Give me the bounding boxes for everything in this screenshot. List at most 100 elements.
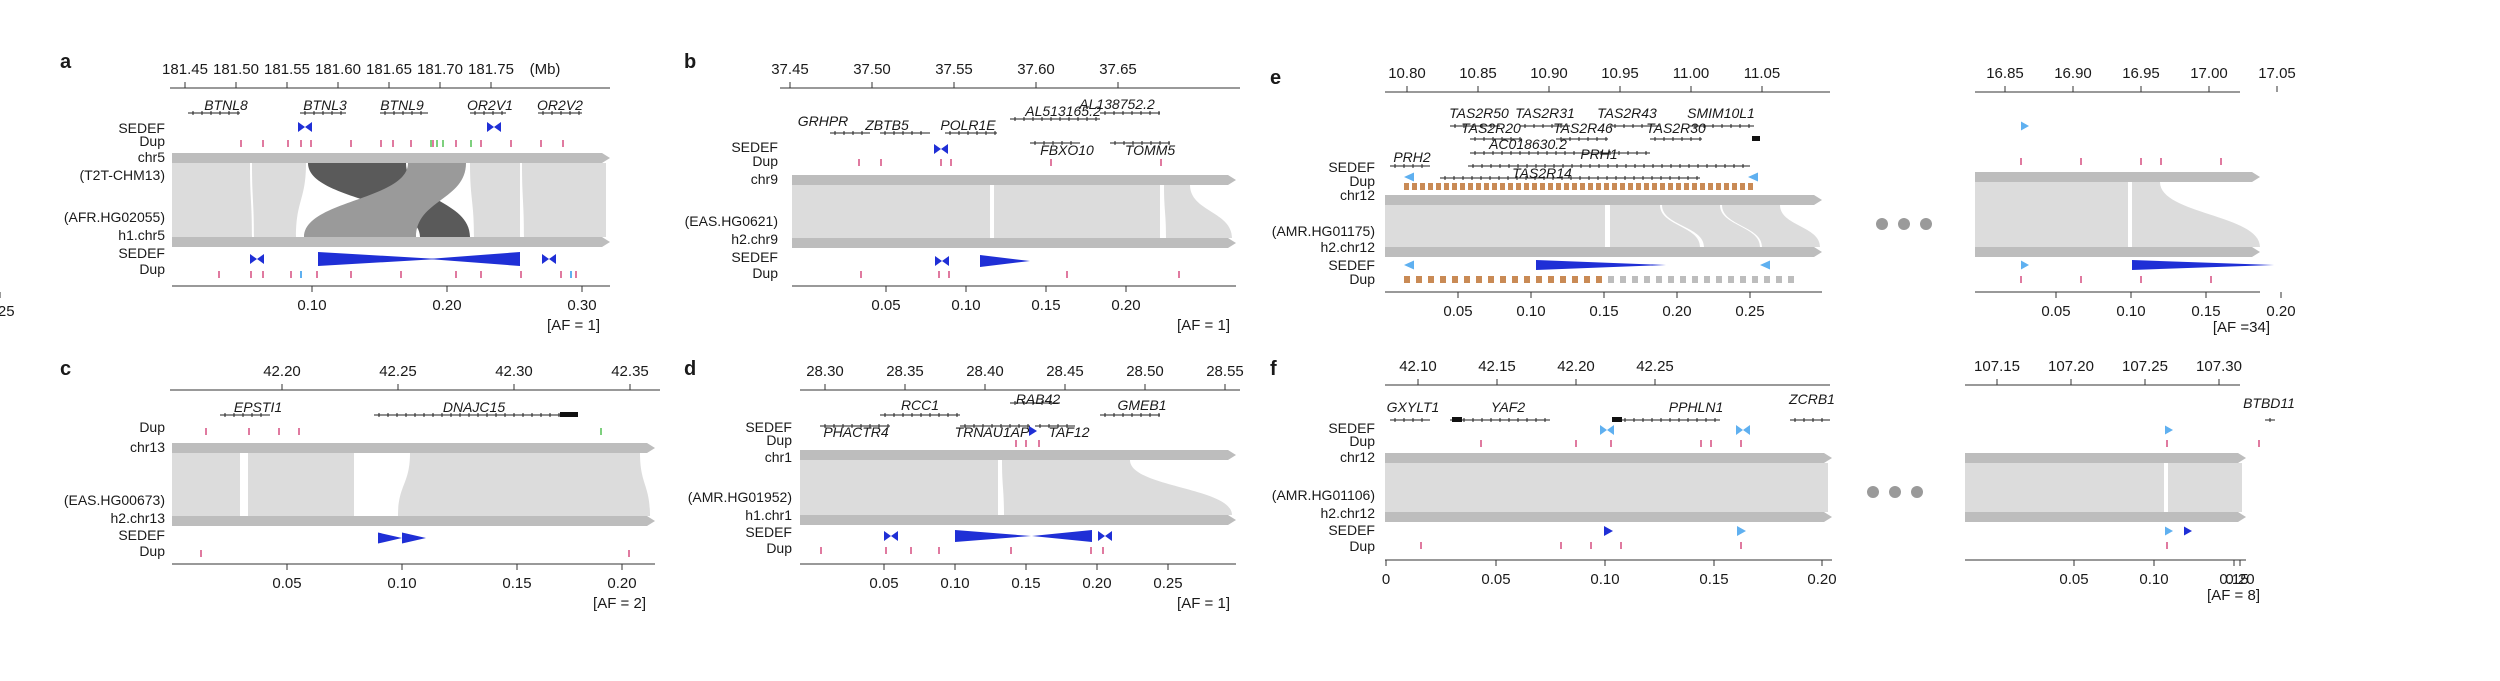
dup-mark [1788, 276, 1794, 283]
top-scale-label: 28.45 [1046, 363, 1084, 380]
sedef-arrow [250, 254, 257, 264]
dup-mark [1500, 183, 1505, 190]
dup-mark [1010, 547, 1012, 554]
dup-mark [410, 140, 412, 147]
dup-mark [562, 140, 564, 147]
sedef-arrow [487, 122, 494, 132]
gene-name: OR2V1 [467, 97, 513, 113]
dup-mark [1516, 183, 1521, 190]
top-scale-label: 181.75 [468, 61, 514, 78]
bottom-scale-label: 0 [1382, 571, 1390, 588]
alignment-ribbon [1002, 460, 1232, 515]
dup-mark [1420, 542, 1422, 549]
track-label: h2.chr12 [1321, 239, 1376, 255]
dup-mark [1740, 440, 1742, 447]
gene-name: RAB42 [1016, 391, 1061, 407]
track-label: SEDEF [745, 419, 792, 435]
dup-mark [1590, 542, 1592, 549]
top-scale-label: 11.00 [1673, 65, 1709, 82]
dup-mark [1748, 183, 1753, 190]
dup-mark [1178, 271, 1180, 278]
dup-mark [1556, 183, 1561, 190]
gene-name: TOMM5 [1125, 142, 1176, 158]
top-scale-label: 16.85 [1986, 65, 2024, 82]
track-label: h1.chr5 [118, 227, 165, 243]
dup-mark [1536, 276, 1542, 283]
dup-mark [860, 271, 862, 278]
dup-mark [442, 140, 444, 147]
bottom-scale-label: 0.20 [1082, 575, 1111, 592]
sedef-arrow [1748, 172, 1758, 182]
bottom-scale-label: 0.10 [1516, 303, 1545, 320]
ellipsis-dot [1889, 486, 1901, 498]
dup-mark [205, 428, 207, 435]
dup-mark [287, 140, 289, 147]
bottom-scale-label: 0.10 [1590, 571, 1619, 588]
dup-mark [570, 271, 572, 278]
top-scale-label: 42.25 [379, 363, 417, 380]
bottom-scale-label: 0.25 [1153, 575, 1182, 592]
sedef-arrow [884, 531, 891, 541]
dup-mark [1596, 276, 1602, 283]
ellipsis-dot [1876, 218, 1888, 230]
dup-mark [2020, 276, 2022, 283]
dup-mark [1708, 183, 1713, 190]
track-label: (AFR.HG02055) [64, 209, 165, 225]
gene-name: AC018630.2 [1488, 136, 1567, 152]
bottom-scale-label: 0.10 [387, 575, 416, 592]
dup-mark [1540, 183, 1545, 190]
dup-mark [1476, 183, 1481, 190]
dup-mark [1644, 276, 1650, 283]
dup-mark [948, 271, 950, 278]
gene-name: ZCRB1 [1788, 391, 1835, 407]
top-scale-label: 10.95 [1601, 65, 1639, 82]
top-scale-label: 17.05 [2258, 65, 2296, 82]
gene-block [1452, 417, 1462, 422]
top-scale-label: 37.60 [1017, 61, 1055, 78]
sedef-arrow [1098, 531, 1105, 541]
dup-mark [1500, 276, 1506, 283]
dup-mark [1700, 183, 1705, 190]
panel-letter: d [684, 358, 696, 380]
bottom-scale-label: 0.05 [2059, 571, 2088, 588]
dup-mark [218, 271, 220, 278]
sedef-arrow [305, 122, 312, 132]
dup-mark [885, 547, 887, 554]
gene-name: BTNL8 [204, 97, 248, 113]
dup-mark [430, 140, 432, 147]
dup-mark [1476, 276, 1482, 283]
dup-mark [938, 547, 940, 554]
dup-mark [262, 271, 264, 278]
dup-mark [950, 159, 952, 166]
sedef-arrow [941, 144, 948, 154]
gene-name: YAF2 [1491, 399, 1525, 415]
track-label: SEDEF [1328, 159, 1375, 175]
ellipsis-dot [1867, 486, 1879, 498]
dup-mark [1444, 183, 1449, 190]
dup-mark [1612, 183, 1617, 190]
sedef-arrow [494, 122, 501, 132]
dup-mark [380, 140, 382, 147]
gene-name: OR2V2 [537, 97, 583, 113]
gene-name: DNAJC15 [443, 399, 505, 415]
top-scale-label: 28.50 [1126, 363, 1164, 380]
gene-name: FBXO10 [1040, 142, 1094, 158]
dup-mark [2258, 440, 2260, 447]
dup-mark [1740, 276, 1746, 283]
dup-mark [2080, 276, 2082, 283]
dup-mark [1015, 440, 1017, 447]
dup-mark [1776, 276, 1782, 283]
top-scale-label: 181.60 [315, 61, 361, 78]
sedef-arrow [257, 254, 264, 264]
alignment-ribbon [248, 453, 354, 516]
dup-mark [2020, 158, 2022, 165]
gene-name: TRNAU1AP [955, 424, 1030, 440]
alignment-ribbon [398, 453, 650, 516]
dup-mark [1740, 183, 1745, 190]
dup-mark [1684, 183, 1689, 190]
gene-name: TAS2R30 [1646, 120, 1706, 136]
dup-mark [1025, 440, 1027, 447]
dup-mark [300, 271, 302, 278]
dup-mark [820, 547, 822, 554]
